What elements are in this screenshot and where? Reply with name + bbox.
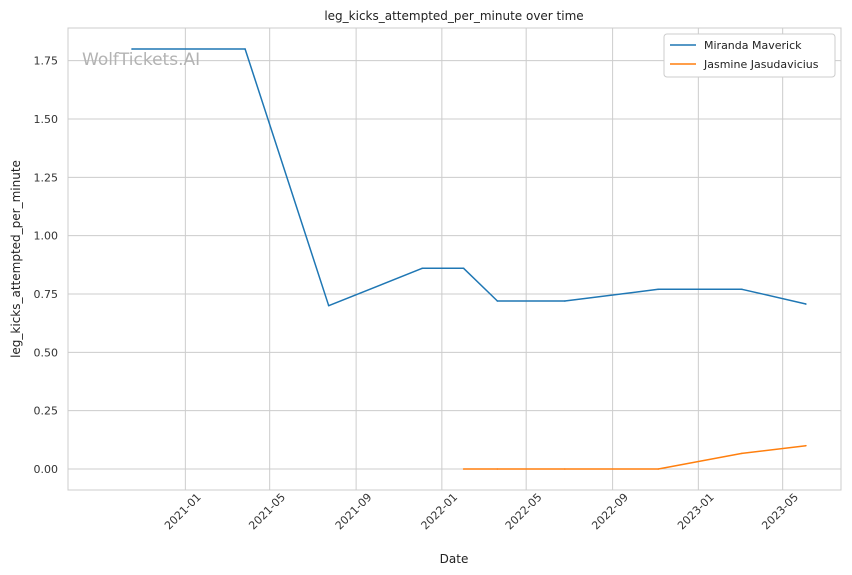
y-tick-label: 1.50 <box>34 113 59 126</box>
chart-title: leg_kicks_attempted_per_minute over time <box>324 9 583 23</box>
data-point <box>496 300 499 302</box>
y-tick-label: 0.25 <box>34 405 59 418</box>
data-point <box>244 48 246 50</box>
x-axis-title: Date <box>440 552 469 566</box>
series-line-miranda-maverick <box>131 48 807 307</box>
data-point <box>421 267 423 270</box>
data-point <box>327 304 330 307</box>
y-tick-label: 1.00 <box>34 230 59 243</box>
series-layer <box>131 48 807 470</box>
y-tick-label: 0.50 <box>34 346 59 359</box>
data-point <box>462 468 465 470</box>
data-point <box>805 444 807 447</box>
y-axis-title: leg_kicks_attempted_per_minute <box>9 160 23 358</box>
legend-label: Jasmine Jasudavicius <box>703 58 819 71</box>
y-axis-tick-labels: 0.00 0.25 0.50 0.75 1.00 1.25 1.50 1.75 <box>34 55 59 476</box>
watermark-text: WolfTickets.AI <box>82 50 200 70</box>
data-point <box>741 452 743 455</box>
y-tick-label: 1.25 <box>34 171 59 184</box>
grid-lines <box>68 28 841 490</box>
y-tick-label: 0.75 <box>34 288 59 301</box>
legend-label: Miranda Maverick <box>704 39 802 52</box>
legend: Miranda Maverick Jasmine Jasudavicius <box>663 33 836 78</box>
y-tick-label: 0.00 <box>34 463 59 476</box>
data-point <box>131 48 133 50</box>
y-tick-label: 1.75 <box>34 55 59 68</box>
legend-box <box>663 33 836 78</box>
series-line-jasmine-jasudavicius <box>463 444 806 470</box>
plot-area <box>67 27 842 491</box>
data-point <box>564 300 566 302</box>
data-point <box>462 267 465 270</box>
data-point <box>657 288 660 291</box>
data-point <box>496 468 499 470</box>
data-point <box>657 468 660 470</box>
data-point <box>741 288 743 291</box>
data-point <box>805 303 807 305</box>
data-point <box>564 468 566 470</box>
